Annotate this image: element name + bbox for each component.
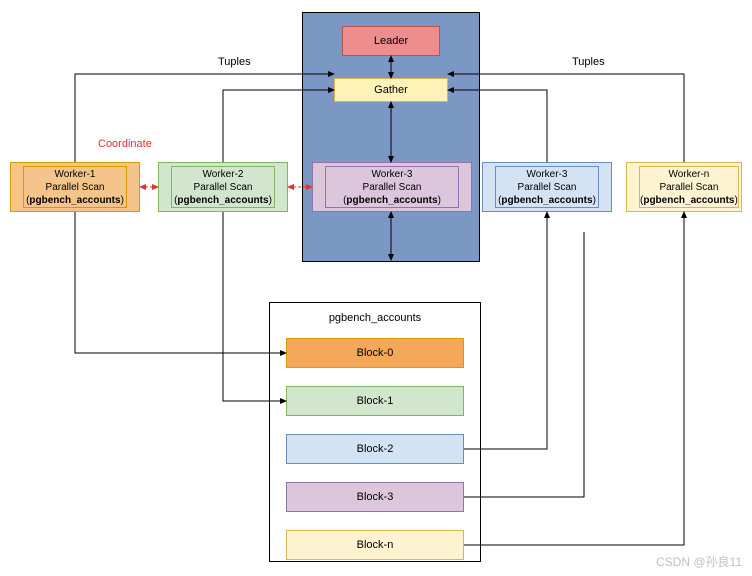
worker-2-box: Worker-2Parallel Scan(pgbench_accounts) (158, 162, 288, 212)
tuples-label-left: Tuples (218, 56, 251, 68)
block-n: Block-n (286, 530, 464, 560)
worker-title: Worker-3 (372, 168, 413, 181)
coordinate-label: Coordinate (98, 138, 152, 150)
worker-title: Worker-2 (203, 168, 244, 181)
worker-subtitle: Parallel Scan (659, 181, 718, 194)
worker-target: (pgbench_accounts) (174, 194, 272, 207)
gather-label: Gather (374, 83, 408, 97)
worker-3-inner: Worker-3Parallel Scan(pgbench_accounts) (495, 166, 599, 208)
block-0: Block-0 (286, 338, 464, 368)
block-1: Block-1 (286, 386, 464, 416)
worker-subtitle: Parallel Scan (194, 181, 253, 194)
worker-2-inner: Worker-2Parallel Scan(pgbench_accounts) (171, 166, 275, 208)
leader-box: Leader (342, 26, 440, 56)
worker-target: (pgbench_accounts) (343, 194, 441, 207)
worker-title: Worker-n (668, 168, 709, 181)
table-title: pgbench_accounts (329, 311, 421, 325)
worker-n-inner: Worker-nParallel Scan(pgbench_accounts) (639, 166, 739, 208)
worker-1-inner: Worker-1Parallel Scan(pgbench_accounts) (23, 166, 127, 208)
worker-title: Worker-1 (55, 168, 96, 181)
worker-n-box: Worker-nParallel Scan(pgbench_accounts) (626, 162, 742, 212)
worker-target: (pgbench_accounts) (640, 194, 738, 207)
worker-target: (pgbench_accounts) (26, 194, 124, 207)
worker-3-box: Worker-3Parallel Scan(pgbench_accounts) (482, 162, 612, 212)
block-3: Block-3 (286, 482, 464, 512)
worker-subtitle: Parallel Scan (518, 181, 577, 194)
tuples-label-right: Tuples (572, 56, 605, 68)
worker-3-inner: Worker-3Parallel Scan(pgbench_accounts) (325, 166, 459, 208)
worker-subtitle: Parallel Scan (363, 181, 422, 194)
worker-title: Worker-3 (527, 168, 568, 181)
gather-box: Gather (334, 78, 448, 102)
worker-3-box: Worker-3Parallel Scan(pgbench_accounts) (312, 162, 472, 212)
watermark: CSDN @孙良11 (656, 553, 742, 570)
worker-1-box: Worker-1Parallel Scan(pgbench_accounts) (10, 162, 140, 212)
block-2: Block-2 (286, 434, 464, 464)
leader-label: Leader (374, 34, 408, 48)
worker-target: (pgbench_accounts) (498, 194, 596, 207)
worker-subtitle: Parallel Scan (46, 181, 105, 194)
